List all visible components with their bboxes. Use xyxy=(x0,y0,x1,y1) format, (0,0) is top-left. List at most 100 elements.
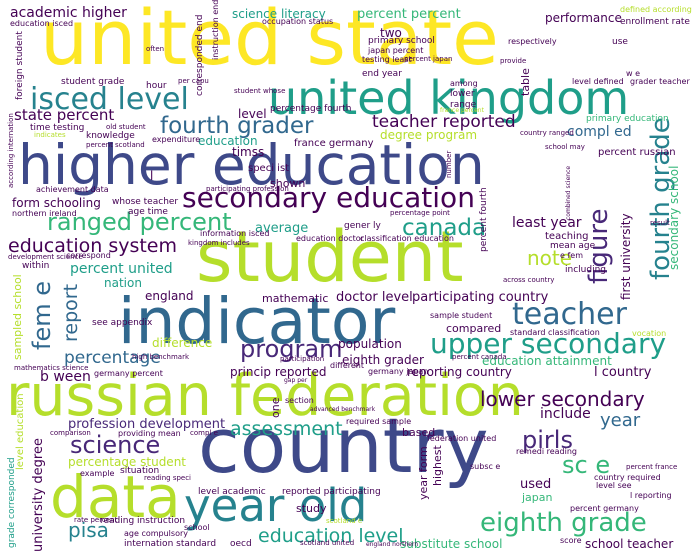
word-occupation-status: occupation status xyxy=(262,17,334,26)
word-participation: participation xyxy=(280,355,325,363)
word-assessment: assessment xyxy=(230,418,343,440)
word-population: population xyxy=(338,337,402,351)
word-across-country: across country xyxy=(503,276,555,284)
word-program: program xyxy=(240,335,343,363)
word-include: include xyxy=(540,406,591,422)
word-b-ween: b ween xyxy=(40,369,91,385)
word-vocation: vocation xyxy=(632,329,667,338)
word-percent-japan: percent japan xyxy=(404,55,453,63)
word-school: school xyxy=(184,523,210,532)
word-score: score xyxy=(560,536,582,545)
word-expenditure: expenditure xyxy=(152,135,201,144)
word-highest: highest xyxy=(431,445,444,486)
word-two: two xyxy=(380,26,402,40)
word-level-education: level education xyxy=(15,393,26,470)
word-use: use xyxy=(612,37,628,47)
word-kingdom-includes: kingdom includes xyxy=(188,239,250,247)
word-percentage-fourth: percentage fourth xyxy=(270,104,352,114)
word-one: one xyxy=(269,397,282,418)
word-university-degree: university degree xyxy=(31,438,46,552)
word-sc-e: sc e xyxy=(562,451,611,479)
word-eighth-grader: eighth grader xyxy=(342,353,424,367)
word-fem-e: fem e xyxy=(28,281,56,350)
word-pisa: pisa xyxy=(68,518,109,542)
word-testing-least: testing least xyxy=(362,55,412,64)
word-percent-germany: percent germany xyxy=(570,504,639,513)
word-indicates: indicates xyxy=(34,131,66,139)
word-russian-federation: russian federation xyxy=(6,363,524,429)
word-indicator: indicator xyxy=(118,285,396,358)
word-based: based xyxy=(402,426,436,439)
word-england: england xyxy=(145,289,194,303)
word-lower: lower xyxy=(450,89,475,99)
word-age-time: age time xyxy=(128,207,168,217)
word-grade-corresponded: grade corresponded xyxy=(7,457,17,548)
word-percent-united: percent united xyxy=(70,261,173,277)
word-country: country xyxy=(198,401,489,490)
word-percent-france: percent france xyxy=(626,463,678,471)
word-number: number xyxy=(445,150,453,178)
word-participating-profession: participating profession xyxy=(206,185,289,193)
word-school-teacher: school teacher xyxy=(585,537,674,551)
word-foreign-student: foreign student xyxy=(15,31,25,100)
word-primary-education: primary education xyxy=(586,114,669,124)
word-united-state: united state xyxy=(40,0,499,82)
word-school-may: school may xyxy=(545,143,585,151)
word-study: study xyxy=(296,502,327,515)
word-fourth-grader: fourth grader xyxy=(160,113,314,139)
word-average: average xyxy=(255,221,309,236)
word-ranged-percent: ranged percent xyxy=(47,208,232,236)
word-scotland-united: scotland united xyxy=(300,539,355,547)
word-enrollment-rate: enrollment rate xyxy=(620,17,690,27)
word-among: among xyxy=(450,79,478,88)
word-situation: situation xyxy=(120,466,160,476)
word-france-percent: france percent xyxy=(440,107,484,114)
word-level-see: level see xyxy=(596,481,632,490)
word-state-percent: state percent xyxy=(14,106,115,124)
word-substitute-school: substitute school xyxy=(400,537,503,551)
word-grader-teacher: grader teacher xyxy=(630,77,690,86)
word-range: range xyxy=(450,100,477,110)
word-percent-russian: percent russian xyxy=(598,147,676,158)
word-student-grade: student grade xyxy=(61,77,125,87)
word-age-compulsory: age compulsory xyxy=(124,529,188,538)
word-within: within xyxy=(22,261,50,271)
word-princip-reported: princip reported xyxy=(230,365,327,379)
word-remedi-reading: remedi reading xyxy=(516,447,577,456)
word-level-defined: level defined xyxy=(572,77,624,86)
word-year: year xyxy=(600,410,641,431)
word-country-required: country required xyxy=(594,473,661,482)
word-country-ranged: country ranged xyxy=(520,129,574,137)
word-respectively: respectively xyxy=(508,37,557,46)
word-development-science: development science xyxy=(8,253,83,261)
word-germany-japan: germany japan xyxy=(368,367,429,376)
word-oecd: oecd xyxy=(230,539,252,549)
word-result: result xyxy=(650,219,670,227)
word-often: often xyxy=(146,45,165,53)
word-including: including xyxy=(565,265,606,275)
word-canada: canada xyxy=(402,215,487,241)
word-england-northern: england northern xyxy=(366,541,419,548)
word-mean-age: mean age xyxy=(550,241,596,251)
word-percentage-student: percentage student xyxy=(68,455,187,469)
word-participating-country: participating country xyxy=(412,290,549,305)
word-teacher-reported: teacher reported xyxy=(372,112,516,132)
word-note: note xyxy=(527,246,573,270)
word-internation-standard: internation standard xyxy=(124,539,217,549)
word-time-testing: time testing xyxy=(30,123,85,133)
word-education-system: education system xyxy=(8,235,178,257)
word-sampled-school: sampled school xyxy=(11,274,24,360)
word-first-university: first university xyxy=(619,213,633,300)
word-whose-teacher: whose teacher xyxy=(112,197,179,207)
word-classification-education: classification education xyxy=(360,234,454,243)
word-mathematic: mathematic xyxy=(262,292,329,305)
word-example: example xyxy=(80,469,115,478)
word-table: table xyxy=(519,68,532,96)
word-level: level xyxy=(238,107,267,121)
word-compl-e: compl e xyxy=(190,429,218,437)
word-percent-fourth: percent fourth xyxy=(479,187,489,252)
word-year-form: year form xyxy=(417,446,430,500)
word-compared: compared xyxy=(446,322,502,335)
word-old-student: old student xyxy=(106,123,146,131)
word-secondary-education: secondary education xyxy=(182,181,475,214)
